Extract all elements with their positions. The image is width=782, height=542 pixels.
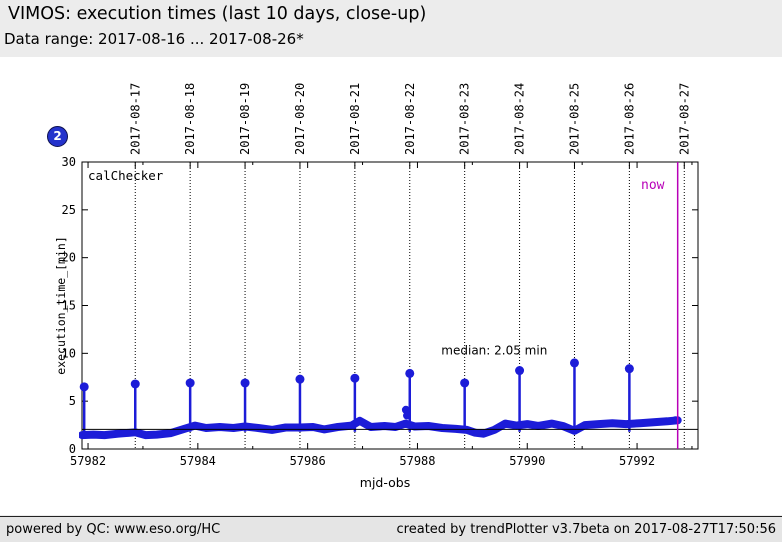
- now-label: now: [641, 178, 665, 193]
- trend-plot: 0 5 10 15 20 25 30 57982 57984 57986 57988 57990 579…: [54, 83, 699, 490]
- spike-point: [240, 378, 250, 388]
- top-date-label: 2017-08-24: [513, 83, 527, 155]
- x-tick-label: 57990: [509, 454, 545, 468]
- y-tick-label: 10: [62, 346, 76, 360]
- top-date-label: 2017-08-17: [128, 83, 142, 155]
- page-header: VIMOS: execution times (last 10 days, cl…: [0, 0, 782, 57]
- x-tick-label: 57984: [180, 454, 216, 468]
- y-tick-label: 5: [69, 394, 76, 408]
- spike-point: [460, 378, 470, 388]
- top-date-label: 2017-08-21: [348, 83, 362, 155]
- y-tick-label: 25: [62, 203, 76, 217]
- top-date-label: 2017-08-22: [403, 83, 417, 155]
- x-tick-label: 57986: [290, 454, 326, 468]
- top-date-label: 2017-08-27: [677, 83, 691, 155]
- spike-point: [515, 366, 525, 376]
- footer-bar: powered by QC: www.eso.org/HC created by…: [0, 516, 782, 542]
- y-tick-label: 15: [62, 299, 76, 313]
- spike-point: [185, 378, 195, 388]
- top-date-label: 2017-08-26: [622, 83, 636, 155]
- plot-frame: [81, 161, 699, 450]
- y-axis-title: execution_time_[min]: [54, 236, 68, 374]
- top-date-label: 2017-08-20: [293, 83, 307, 155]
- spike-point: [405, 368, 415, 378]
- x-tick-label: 57982: [70, 454, 106, 468]
- y-tick-label: 0: [69, 442, 76, 456]
- x-axis-title: mjd-obs: [360, 475, 410, 490]
- footer-powered-by: powered by QC: www.eso.org/HC: [6, 522, 221, 537]
- top-date-label: 2017-08-23: [458, 83, 472, 155]
- y-tick-label: 20: [62, 251, 76, 265]
- top-date-label: 2017-08-25: [567, 83, 581, 155]
- x-tick-label: 57988: [399, 454, 435, 468]
- x-tick-label: 57992: [619, 454, 655, 468]
- median-label: median: 2.05 min: [441, 343, 547, 357]
- spike-point: [350, 373, 360, 383]
- data-layer: [79, 358, 682, 440]
- top-date-label: 2017-08-18: [183, 83, 197, 155]
- footer-created-by: created by trendPlotter v3.7beta on 2017…: [396, 522, 776, 537]
- chart-area: 2 0 5 10 15 20 25 30 57982 57984 57986 57988 57990 5…: [0, 57, 782, 515]
- data-band: [79, 416, 682, 440]
- calchecker-label: calChecker: [88, 168, 164, 183]
- top-date-label: 2017-08-19: [238, 83, 252, 155]
- y-tick-label: 30: [62, 155, 76, 169]
- spike-point: [130, 379, 140, 389]
- data-point: [403, 411, 412, 420]
- spike-point: [79, 382, 89, 392]
- page-title: VIMOS: execution times (last 10 days, cl…: [8, 4, 427, 24]
- spike-point: [569, 358, 579, 368]
- spike-point: [295, 374, 305, 384]
- data-range-subtitle: Data range: 2017-08-16 ... 2017-08-26*: [4, 30, 304, 48]
- spike-point: [624, 364, 634, 374]
- plot-count-badge[interactable]: 2: [47, 126, 68, 147]
